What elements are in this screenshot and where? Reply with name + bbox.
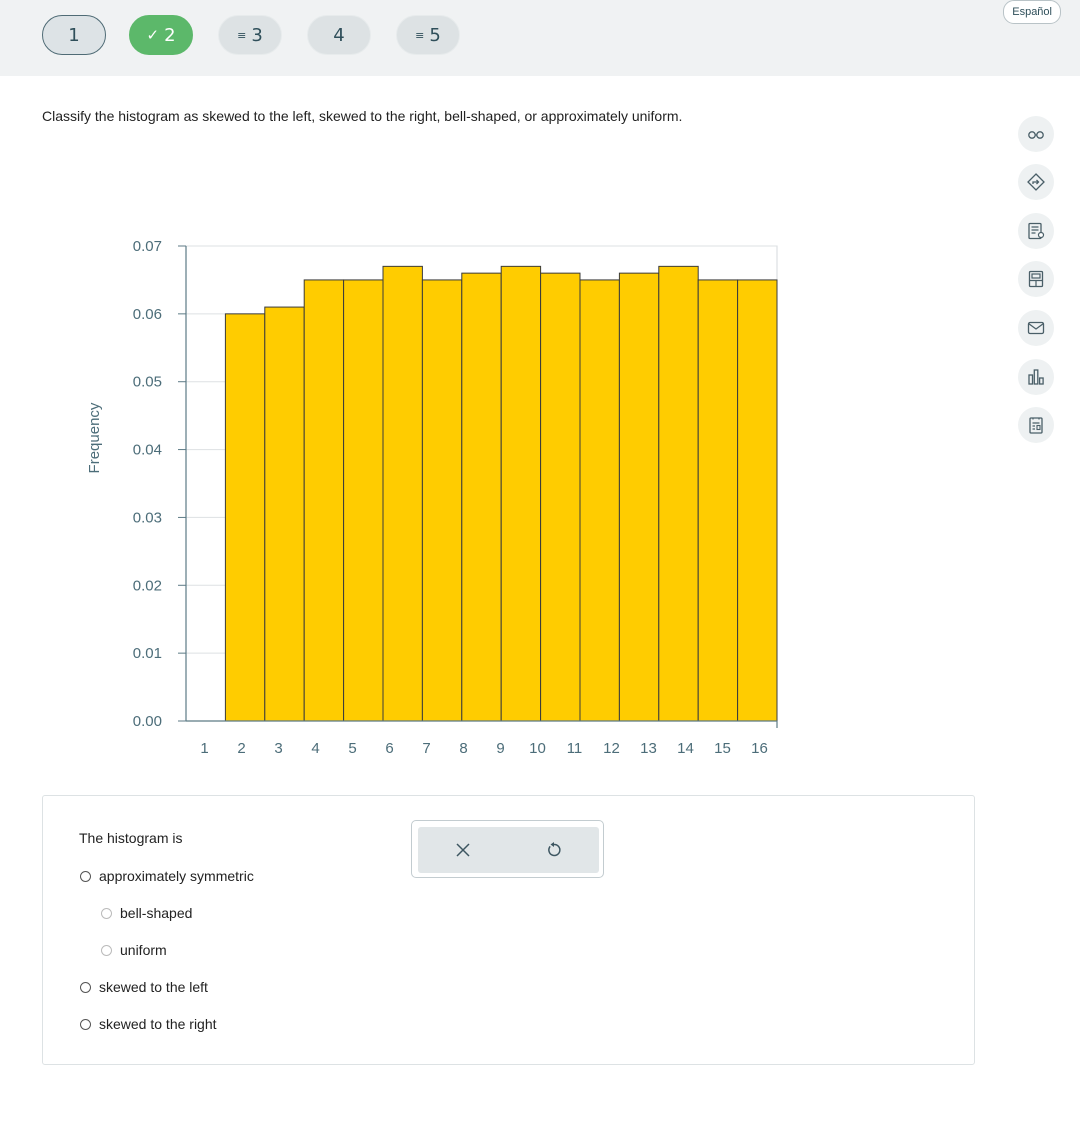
- question-tab-3[interactable]: ≡ 3: [218, 15, 282, 55]
- note-lines-icon: ≡: [415, 28, 425, 42]
- histogram-bar: [303, 279, 345, 722]
- chart-icon: [1028, 369, 1044, 385]
- x-tick-label: 12: [603, 740, 620, 757]
- option-approximately-symmetric[interactable]: approximately symmetric: [80, 868, 254, 884]
- x-tick-label: 3: [274, 740, 282, 757]
- option-label: skewed to the left: [99, 979, 208, 995]
- x-tick-label: 7: [422, 740, 430, 757]
- y-tick-label: 0.02: [133, 577, 162, 594]
- question-number: 4: [333, 24, 345, 46]
- y-tick-label: 0.07: [133, 238, 162, 255]
- option-bell-shaped[interactable]: bell-shaped: [101, 905, 192, 921]
- y-tick-label: 0.01: [133, 645, 162, 662]
- histogram-bar: [224, 313, 266, 722]
- language-toggle-button[interactable]: Español: [1003, 0, 1061, 24]
- histogram-bar: [540, 272, 581, 722]
- option-label: approximately symmetric: [99, 868, 254, 884]
- x-icon: [456, 843, 470, 857]
- option-label: skewed to the right: [99, 1016, 217, 1032]
- option-label: uniform: [120, 942, 167, 958]
- answer-panel: The histogram is approximately symmetric…: [42, 795, 975, 1065]
- y-tick-label: 0.04: [133, 442, 162, 459]
- x-tick-label: 1: [200, 740, 208, 757]
- clear-answer-button[interactable]: [418, 827, 508, 873]
- radio-button[interactable]: [101, 907, 112, 919]
- x-tick-label: 6: [385, 740, 393, 757]
- question-number: 3: [251, 24, 263, 46]
- notes-icon: [1028, 222, 1045, 240]
- histogram-bar: [500, 265, 542, 722]
- histogram-bar: [618, 272, 660, 722]
- option-uniform[interactable]: uniform: [101, 942, 167, 958]
- y-tick-label: 0.00: [133, 713, 162, 730]
- y-tick-label: 0.05: [133, 374, 162, 391]
- y-tick-label: 0.03: [133, 509, 162, 526]
- histogram-bar: [737, 279, 778, 722]
- y-tick-label: 0.06: [133, 306, 162, 323]
- x-tick-label: 2: [237, 740, 245, 757]
- x-tick-label: 13: [640, 740, 657, 757]
- histogram-bar: [658, 265, 699, 722]
- navigate-icon: [1027, 173, 1045, 191]
- radio-button[interactable]: [80, 870, 91, 882]
- question-tab-4[interactable]: 4: [307, 15, 371, 55]
- check-icon: ✓: [146, 25, 160, 44]
- x-tick-label: 9: [496, 740, 504, 757]
- question-prompt: Classify the histogram as skewed to the …: [42, 108, 683, 124]
- x-tick-label: 5: [348, 740, 356, 757]
- histogram-bar: [343, 279, 384, 722]
- option-label: bell-shaped: [120, 905, 193, 921]
- worksheet-icon: [1029, 417, 1043, 434]
- histogram-bar: [579, 279, 620, 722]
- mail-icon: [1027, 321, 1045, 335]
- sidebar-notes-button[interactable]: [1018, 213, 1054, 249]
- toolbox-inner: [418, 827, 599, 873]
- x-tick-label: 11: [567, 740, 583, 757]
- sidebar-navigate-button[interactable]: [1018, 164, 1054, 200]
- y-axis-label: Frequency: [86, 402, 103, 473]
- x-tick-label: 14: [677, 740, 694, 757]
- question-nav-bar: 1 ✓ 2 ≡ 3 4 ≡ 5 Español: [0, 0, 1080, 76]
- x-tick-label: 4: [311, 740, 319, 757]
- histogram-bar: [461, 272, 502, 722]
- histogram-bar: [421, 279, 463, 722]
- x-tick-label: 15: [714, 740, 731, 757]
- sidebar-message-button[interactable]: [1018, 310, 1054, 346]
- x-tick-label: 8: [459, 740, 467, 757]
- radio-button[interactable]: [101, 944, 112, 956]
- radio-button[interactable]: [80, 981, 91, 993]
- question-tab-1[interactable]: 1: [42, 15, 106, 55]
- histogram-bar: [697, 279, 739, 722]
- question-tab-2[interactable]: ✓ 2: [129, 15, 193, 55]
- sidebar-calculator-button[interactable]: [1018, 261, 1054, 297]
- histogram-bar: [382, 265, 423, 722]
- radio-button[interactable]: [80, 1018, 91, 1030]
- calculator-icon: [1028, 270, 1044, 288]
- sidebar-reader-button[interactable]: [1018, 116, 1054, 152]
- x-tick-label: 16: [751, 740, 768, 757]
- sidebar-graph-button[interactable]: [1018, 359, 1054, 395]
- undo-icon: [548, 842, 561, 857]
- histogram-bar: [264, 306, 305, 722]
- sidebar-worksheet-button[interactable]: [1018, 407, 1054, 443]
- question-number: 2: [164, 24, 176, 46]
- x-tick-label: 10: [529, 740, 546, 757]
- option-skewed-right[interactable]: skewed to the right: [80, 1016, 217, 1032]
- reset-answer-button[interactable]: [509, 827, 599, 873]
- question-number: 5: [429, 24, 441, 46]
- answer-prompt: The histogram is: [79, 830, 183, 846]
- note-lines-icon: ≡: [237, 28, 247, 42]
- question-number: 1: [68, 24, 80, 46]
- glasses-icon: [1028, 131, 1044, 139]
- answer-toolbox: [411, 820, 604, 878]
- option-skewed-left[interactable]: skewed to the left: [80, 979, 208, 995]
- question-tab-5[interactable]: ≡ 5: [396, 15, 460, 55]
